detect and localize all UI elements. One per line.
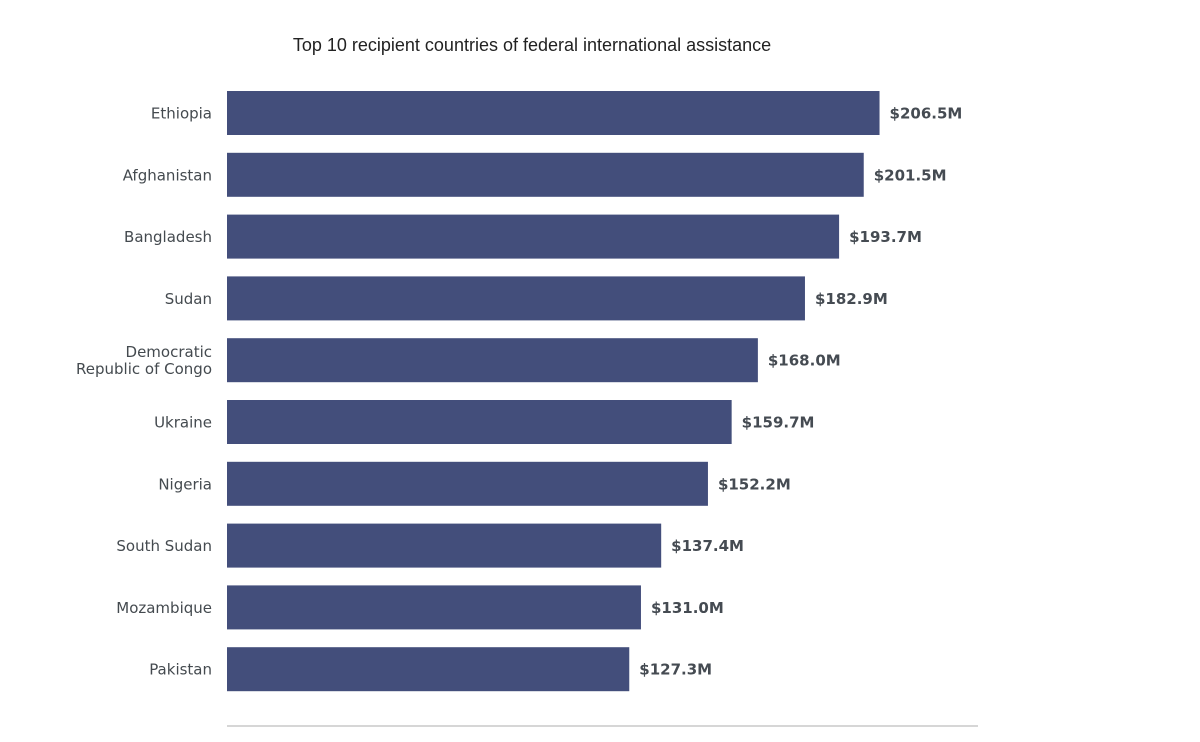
- category-label-line: South Sudan: [116, 537, 212, 555]
- category-label-line: Republic of Congo: [76, 360, 212, 378]
- bars-layer: $206.5M Ethiopia $201.5M Afghanistan $193.7M…: [76, 91, 963, 692]
- category-label: Bangladesh: [124, 228, 212, 246]
- category-label-line: Mozambique: [116, 599, 212, 617]
- bar-7: [227, 523, 662, 568]
- value-label: $201.5M: [874, 166, 947, 184]
- value-label: $127.3M: [639, 661, 712, 679]
- category-label: Afghanistan: [123, 166, 212, 184]
- category-label-line: Afghanistan: [123, 166, 212, 184]
- category-label-line: Democratic: [126, 343, 212, 361]
- category-label: Ethiopia: [151, 105, 212, 123]
- category-label: Mozambique: [116, 599, 212, 617]
- chart-title: Top 10 recipient countries of federal in…: [293, 35, 771, 55]
- category-label-line: Ukraine: [154, 414, 212, 432]
- category-label-line: Sudan: [165, 290, 212, 308]
- bar-5: [227, 400, 732, 444]
- category-label: Democratic Republic of Congo: [76, 343, 212, 378]
- value-label: $206.5M: [890, 105, 963, 123]
- category-label-line: Ethiopia: [151, 105, 212, 123]
- bar-2: [227, 214, 840, 259]
- value-label: $168.0M: [768, 352, 841, 370]
- category-label-line: Bangladesh: [124, 228, 212, 246]
- value-label: $152.2M: [718, 475, 791, 493]
- value-label: $182.9M: [815, 290, 888, 308]
- value-label: $193.7M: [849, 228, 922, 246]
- value-label: $131.0M: [651, 599, 724, 617]
- bar-3: [227, 276, 805, 321]
- value-label: $159.7M: [742, 414, 815, 432]
- bar-9: [227, 647, 630, 692]
- category-label: Ukraine: [154, 414, 212, 432]
- category-label-line: Nigeria: [158, 475, 212, 493]
- category-label-line: Pakistan: [149, 661, 212, 679]
- bar-1: [227, 152, 864, 197]
- value-label: $137.4M: [671, 537, 744, 555]
- bar-6: [227, 461, 708, 506]
- category-label: South Sudan: [116, 537, 212, 555]
- bar-4: [227, 338, 758, 383]
- bar-0: [227, 91, 880, 135]
- category-label: Sudan: [165, 290, 212, 308]
- category-label: Nigeria: [158, 475, 212, 493]
- category-label: Pakistan: [149, 661, 212, 679]
- bar-8: [227, 585, 641, 630]
